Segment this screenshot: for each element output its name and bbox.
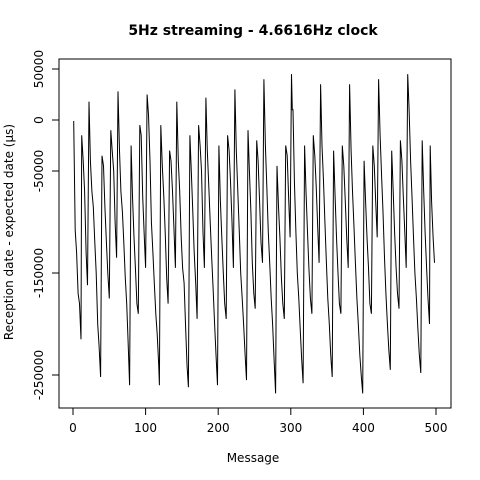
x-tick-label: 200 (207, 421, 230, 435)
x-tick-label: 100 (134, 421, 157, 435)
chart-title: 5Hz streaming - 4.6616Hz clock (128, 23, 378, 39)
y-tick-label: 50000 (32, 50, 46, 88)
y-tick-label: 0 (32, 116, 46, 124)
x-tick-label: 400 (352, 421, 375, 435)
x-tick-label: 300 (279, 421, 302, 435)
y-axis-label: Reception date - expected date (µs) (2, 124, 16, 340)
series-line (73, 74, 435, 394)
x-tick-label: 500 (425, 421, 448, 435)
x-axis-label: Message (227, 451, 280, 465)
y-axis: 50000 0 -50000 -150000 -250000 (32, 50, 59, 400)
x-tick-label: 0 (69, 421, 77, 435)
x-axis: 0 100 200 300 400 500 (69, 408, 447, 435)
y-tick-label: -50000 (32, 150, 46, 193)
plot-area-frame (58, 58, 452, 409)
y-tick-label: -150000 (32, 248, 46, 298)
y-tick-label: -250000 (32, 350, 46, 400)
